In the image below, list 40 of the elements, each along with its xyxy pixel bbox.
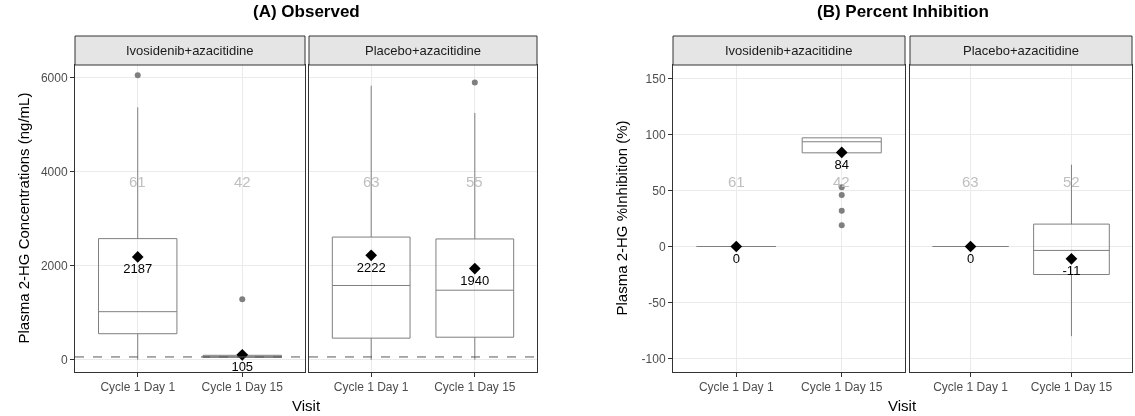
y-tick-label: 0	[658, 239, 666, 254]
x-axis-title: Visit	[888, 397, 917, 414]
data-label: 84	[834, 156, 849, 172]
x-tick-label: Cycle 1 Day 1	[100, 380, 176, 395]
chart-title: (B) Percent Inhibition	[817, 2, 989, 21]
x-tick-label: Cycle 1 Day 15	[434, 380, 516, 395]
y-tick-label: 50	[652, 183, 666, 198]
data-label: 0	[732, 250, 740, 266]
x-tick-label: Cycle 1 Day 1	[333, 380, 409, 395]
chart-subtitle: Placebo+azacitidine	[365, 43, 481, 58]
chart-subtitle: Placebo+azacitidine	[963, 43, 1079, 58]
y-tick-label: 2000	[40, 258, 68, 273]
annotation: 42	[833, 173, 850, 190]
x-tick-label: Cycle 1 Day 15	[801, 380, 883, 395]
x-tick-label: Cycle 1 Day 15	[1030, 380, 1113, 395]
x-tick-label: Cycle 1 Day 15	[201, 380, 284, 395]
data-label: 2187	[123, 261, 153, 277]
x-tick-label: Cycle 1 Day 1	[698, 380, 774, 395]
x-tick-label: Cycle 1 Day 1	[933, 380, 1009, 395]
data-label: -11	[1062, 263, 1081, 279]
y-tick-label: 150	[645, 71, 666, 86]
data-label: 105	[231, 359, 254, 375]
y-tick-label: -100	[641, 351, 666, 366]
annotation: 61	[728, 173, 745, 190]
data-label: 0	[966, 250, 975, 266]
y-axis-title: Plasma 2-HG %Inhibition (%)	[612, 120, 630, 316]
chart-title: (A) Observed	[253, 2, 360, 21]
y-tick-label: 6000	[40, 70, 68, 85]
annotation: 63	[962, 173, 979, 190]
data-label: 1940	[460, 272, 490, 288]
y-axis-title: Plasma 2-HG Concentrations (ng/mL)	[14, 92, 32, 344]
y-tick-label: 0	[60, 352, 68, 367]
y-tick-label: -50	[648, 295, 666, 310]
chart-subtitle: Ivosidenib+azacitidine	[725, 43, 853, 58]
annotation: 42	[234, 173, 251, 190]
chart-subtitle: Ivosidenib+azacitidine	[126, 43, 254, 58]
y-tick-label: 100	[645, 127, 666, 142]
data-label: 2222	[356, 259, 386, 275]
x-axis-title: Visit	[292, 397, 321, 414]
y-tick-label: 4000	[40, 164, 68, 179]
